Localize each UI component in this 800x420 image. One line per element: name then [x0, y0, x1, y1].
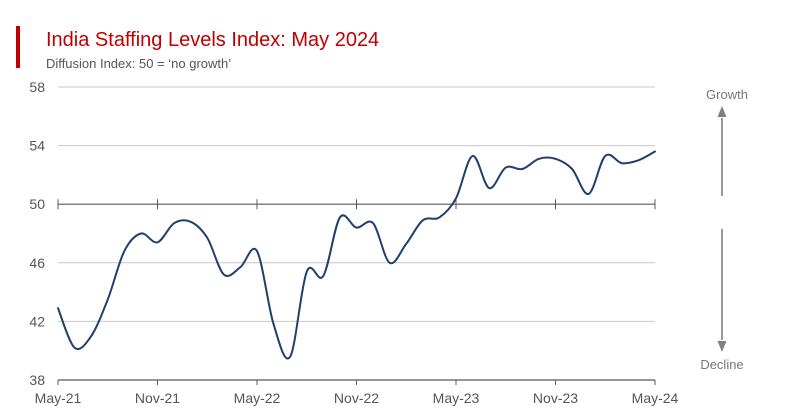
y-tick-label: 54 [29, 138, 45, 154]
y-tick-label: 46 [29, 255, 45, 271]
x-tick-labels: May-21 Nov-21 May-22 Nov-22 May-23 Nov-23 May-… [35, 390, 679, 406]
x-tick-label: May-23 [433, 390, 480, 406]
series [57, 150, 656, 360]
growth-label: Growth [706, 87, 748, 102]
y-tick-label: 42 [29, 313, 45, 329]
growth-arrow-head [717, 106, 727, 117]
decline-label: Decline [700, 357, 743, 372]
series-line-staffing-index [57, 150, 656, 360]
x-tick-label: Nov-23 [533, 390, 578, 406]
y-tick-label: 50 [29, 196, 45, 212]
chart-subtitle: Diffusion Index: 50 = ‘no growth’ [46, 56, 232, 71]
chart-title: India Staffing Levels Index: May 2024 [46, 29, 380, 51]
x-tick-label: Nov-21 [135, 390, 180, 406]
y-tick-label: 58 [29, 79, 45, 95]
x-tick-label: May-21 [35, 390, 82, 406]
decline-indicator: Decline [700, 229, 744, 372]
axes [57, 199, 656, 385]
x-tick-label: May-24 [632, 390, 679, 406]
title-accent-bar [16, 26, 20, 68]
x-tick-label: May-22 [234, 390, 281, 406]
grid-lines [58, 86, 655, 322]
decline-arrow-head [717, 341, 727, 352]
y-tick-labels: 38 42 46 50 54 58 [29, 79, 45, 388]
y-tick-label: 38 [29, 372, 45, 388]
growth-indicator: Growth [706, 87, 748, 196]
x-tick-label: Nov-22 [334, 390, 379, 406]
